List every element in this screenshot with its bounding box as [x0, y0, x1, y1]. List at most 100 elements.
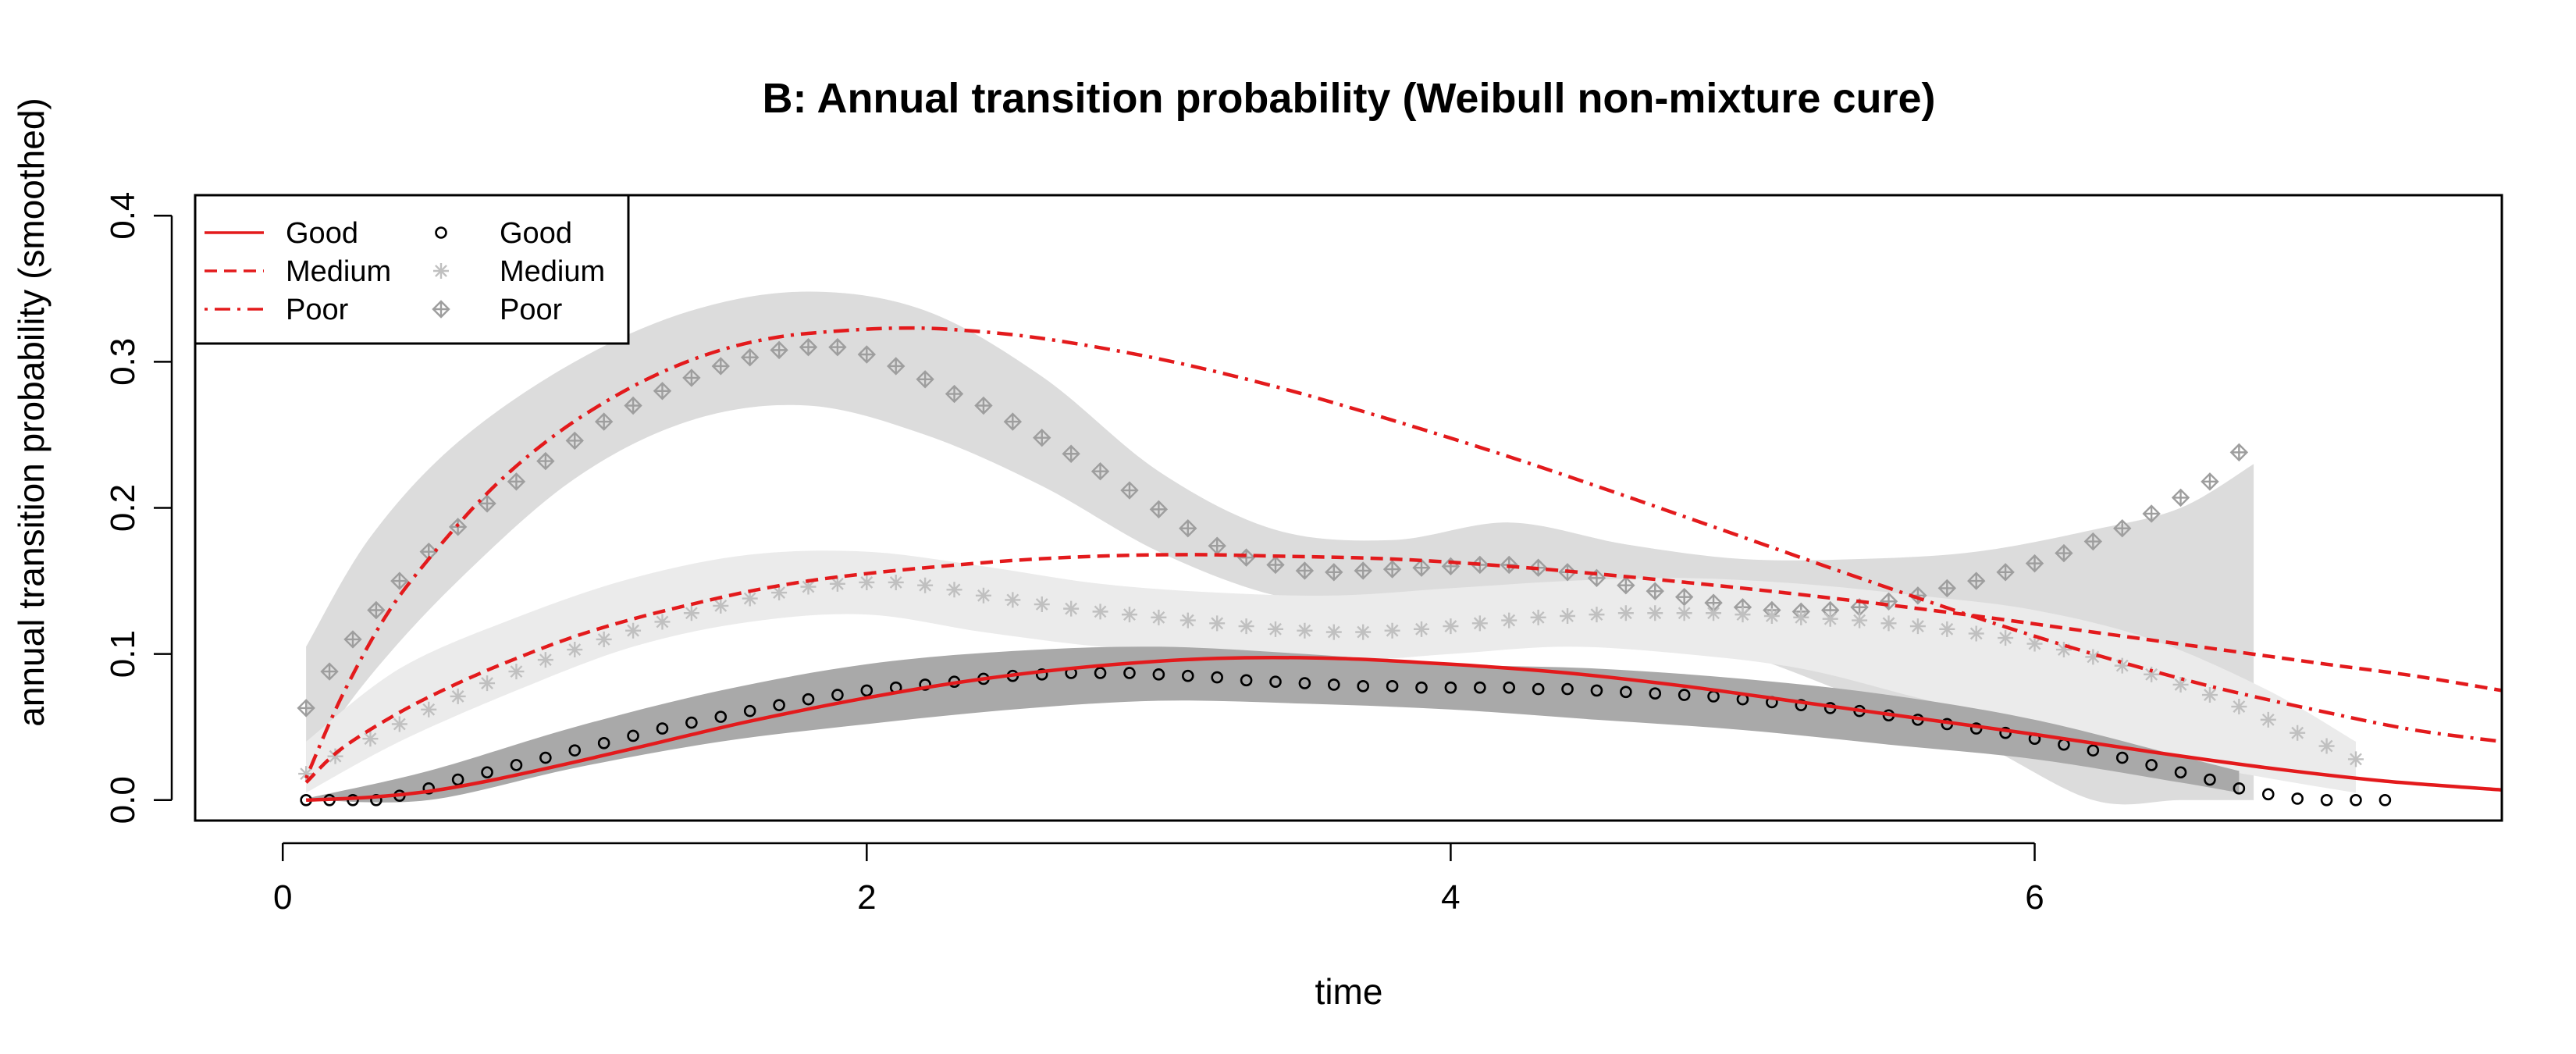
- legend-label: Poor: [500, 294, 563, 326]
- point-medium: [1238, 618, 1254, 635]
- point-poor-shape: [1382, 560, 1402, 579]
- point-good-shape: [568, 744, 582, 757]
- point-poor-shape: [2055, 543, 2073, 563]
- point-poor: [1646, 582, 1664, 600]
- legend-label: Good: [286, 217, 358, 250]
- point-medium: [1151, 609, 1167, 625]
- point-medium-shape: [1706, 605, 1722, 621]
- point-medium-shape: [1968, 625, 1984, 642]
- point-medium-shape: [742, 590, 758, 607]
- point-poor-shape: [624, 396, 642, 415]
- point-poor-shape: [2171, 488, 2190, 507]
- point-good-shape: [1152, 668, 1165, 681]
- point-poor: [1382, 560, 1402, 579]
- point-medium: [327, 748, 343, 764]
- point-good: [2350, 793, 2362, 807]
- point-good: [1152, 668, 1165, 681]
- point-poor-shape: [1354, 561, 1372, 580]
- point-good: [802, 693, 815, 706]
- legend-marker: [435, 226, 447, 239]
- point-poor: [2171, 488, 2190, 507]
- point-medium-shape: [2055, 642, 2072, 658]
- point-poor-shape: [711, 357, 730, 376]
- y-tick-label: 0.3: [104, 338, 142, 386]
- point-poor-shape: [1266, 555, 1285, 575]
- point-medium-shape: [2260, 711, 2276, 728]
- point-poor: [2083, 532, 2103, 551]
- point-good-shape: [1999, 726, 2012, 739]
- point-poor: [740, 348, 760, 367]
- point-poor: [1033, 428, 1051, 447]
- point-medium-shape: [1560, 607, 1576, 624]
- point-medium: [1179, 612, 1196, 628]
- point-good: [1357, 680, 1370, 693]
- point-good-shape: [2350, 793, 2362, 807]
- point-medium-shape: [1297, 622, 1313, 639]
- point-medium: [1909, 618, 1926, 635]
- point-medium: [2318, 738, 2335, 754]
- point-good: [1649, 687, 1662, 700]
- point-medium-shape: [1998, 630, 2014, 646]
- point-medium-shape: [2290, 725, 2306, 741]
- point-medium-shape: [1414, 621, 1430, 637]
- point-good-shape: [2115, 751, 2129, 764]
- x-tick-label: 0: [273, 878, 292, 917]
- point-medium-shape: [1325, 624, 1342, 640]
- point-good-shape: [1620, 685, 1632, 699]
- point-medium-shape: [1822, 611, 1838, 627]
- point-poor-shape: [2142, 504, 2161, 523]
- point-poor: [565, 431, 584, 450]
- point-good: [2174, 766, 2187, 779]
- point-good-shape: [2379, 793, 2392, 807]
- point-medium-shape: [625, 622, 642, 639]
- point-poor: [799, 337, 818, 357]
- point-medium: [1880, 615, 1897, 632]
- point-good: [1999, 726, 2012, 739]
- point-good: [510, 759, 523, 771]
- model-curves: [304, 326, 2502, 803]
- point-good: [2233, 782, 2246, 795]
- point-poor-shape: [828, 337, 847, 357]
- point-good-shape: [802, 693, 815, 706]
- point-good-shape: [510, 759, 523, 771]
- point-medium-shape: [1121, 607, 1137, 623]
- point-medium: [771, 585, 788, 601]
- point-poor-shape: [1646, 582, 1664, 600]
- point-medium: [508, 664, 525, 680]
- point-good-shape: [2204, 773, 2216, 786]
- point-poor-shape: [1674, 587, 1694, 607]
- point-poor: [945, 384, 964, 404]
- point-poor-shape: [320, 662, 339, 681]
- point-medium: [1560, 607, 1576, 624]
- point-medium: [567, 642, 583, 658]
- x-tick-label: 4: [1441, 878, 1460, 917]
- point-medium: [2026, 636, 2043, 652]
- point-medium-shape: [1355, 624, 1372, 640]
- point-good-shape: [919, 678, 931, 691]
- point-medium-shape: [508, 664, 525, 680]
- point-poor: [2055, 543, 2073, 563]
- point-poor: [1325, 563, 1343, 582]
- point-poor: [343, 630, 362, 649]
- point-good: [1240, 674, 1253, 687]
- point-medium-shape: [1735, 607, 1751, 623]
- point-good-shape: [1444, 681, 1457, 694]
- point-medium-shape: [1092, 604, 1108, 620]
- point-medium-shape: [946, 582, 962, 598]
- point-medium-shape: [1530, 609, 1546, 625]
- line-medium: [304, 553, 2502, 784]
- point-poor-shape: [740, 348, 760, 367]
- point-good: [2204, 773, 2216, 786]
- point-poor: [390, 572, 409, 590]
- point-good: [2320, 793, 2333, 807]
- point-medium: [1852, 612, 1868, 628]
- point-good-shape: [1474, 681, 1486, 694]
- point-medium: [1793, 609, 1809, 625]
- point-good: [1181, 669, 1194, 682]
- point-poor-shape: [1295, 561, 1315, 580]
- point-good: [1415, 681, 1428, 694]
- point-medium: [859, 574, 875, 590]
- point-medium: [479, 675, 496, 692]
- point-medium: [829, 575, 845, 592]
- point-poor: [624, 396, 642, 415]
